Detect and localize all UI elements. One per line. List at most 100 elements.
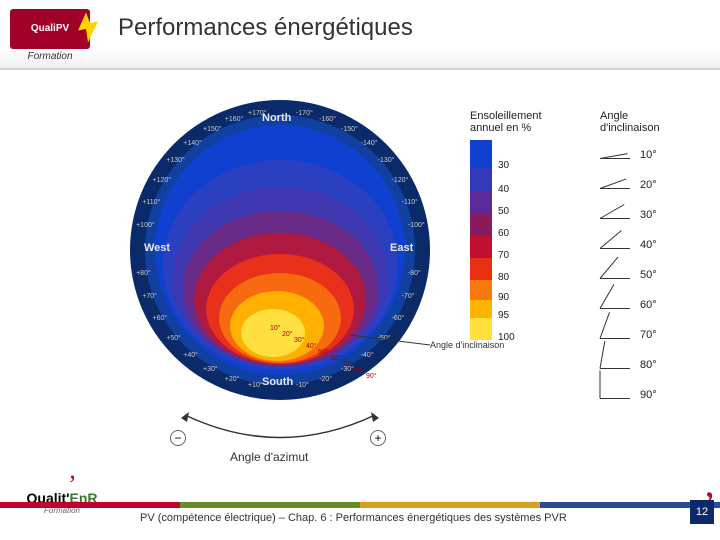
cardinal-east: East (390, 242, 413, 254)
angle-icon (600, 295, 634, 315)
azimuth-tick: +10° (248, 382, 263, 389)
colorbar-label: 100 (498, 332, 515, 343)
angle-row: 40° (600, 230, 700, 260)
colorbar-label: 60 (498, 228, 509, 239)
azimuth-tick: +120° (152, 177, 171, 184)
legend-col1-title: Ensoleillement annuel en % (470, 110, 560, 134)
footer-bar-segment (360, 502, 540, 508)
footer: ’ Qualit'EnR Formation PV (compétence él… (0, 490, 720, 540)
angle-icon (600, 175, 634, 195)
angle-row: 80° (600, 350, 700, 380)
azimuth-minus-icon: − (170, 430, 186, 446)
colorbar-label: 90 (498, 292, 509, 303)
azimuth-tick: -80° (408, 270, 421, 277)
colorbar-label: 95 (498, 310, 509, 321)
angle-icon (600, 205, 634, 225)
angle-label: 40° (640, 239, 657, 251)
azimuth-tick: -70° (402, 293, 415, 300)
azimuth-tick: -140° (361, 140, 378, 147)
angle-icon (600, 145, 634, 165)
azimuth-tick: -170° (296, 110, 313, 117)
angle-label: 10° (640, 149, 657, 161)
azimuth-tick: +40° (183, 352, 198, 359)
azimuth-tick: +70° (142, 293, 157, 300)
footer-bar-segment (0, 502, 180, 508)
legend-col-irradiance: Ensoleillement annuel en % 3040506070809… (470, 110, 560, 340)
colorbar-label: 50 (498, 206, 509, 217)
angle-row: 10° (600, 140, 700, 170)
azimuth-tick: +80° (136, 270, 151, 277)
zone-8 (241, 309, 305, 357)
footer-color-bar (0, 502, 720, 508)
colorbar-segment (470, 300, 492, 318)
cardinal-south: South (262, 376, 293, 388)
angle-icon (600, 355, 634, 375)
colorbar-label: 30 (498, 160, 509, 171)
azimuth-tick: +140° (183, 140, 202, 147)
colorbar-segment (470, 214, 492, 236)
colorbar-label: 80 (498, 272, 509, 283)
azimuth-plus-icon: + (370, 430, 386, 446)
page-title: Performances énergétiques (100, 0, 413, 42)
header: QualiPV Formation Performances énergétiq… (0, 0, 720, 70)
colorbar-segment (470, 192, 492, 214)
azimuth-tick: +100° (136, 222, 155, 229)
azimuth-tick: +50° (166, 335, 181, 342)
azimuth-tick: +110° (142, 199, 160, 206)
azimuth-tick: -130° (378, 157, 395, 164)
legend-col-angle: Angle d'inclinaison 10° 20° 30° 40° 50° 60° 70… (600, 110, 700, 410)
colorbar: 3040506070809095100 (470, 140, 492, 340)
footer-bar-segment (180, 502, 360, 508)
angle-icon (600, 235, 634, 255)
azimuth-tick: +130° (166, 157, 185, 164)
inclination-ring-label: 70° (342, 361, 353, 368)
angle-label: 60° (640, 299, 657, 311)
angle-row: 50° (600, 260, 700, 290)
inclination-ring-label: 50° (318, 349, 329, 356)
inclination-pointer (350, 320, 440, 350)
colorbar-label: 40 (498, 184, 509, 195)
angle-label: 70° (640, 329, 657, 341)
inclination-label: Angle d'inclinaison (430, 340, 550, 350)
footer-apostrophe-icon: ’ (68, 480, 77, 490)
inclination-ring-label: 80° (354, 367, 365, 374)
azimuth-tick: +20° (225, 376, 240, 383)
cardinal-west: West (144, 242, 170, 254)
logo-badge: QualiPV (10, 9, 90, 49)
inclination-ring-label: 40° (306, 343, 317, 350)
angle-row: 70° (600, 320, 700, 350)
inclination-ring-label: 30° (294, 337, 305, 344)
azimuth-tick: -10° (296, 382, 309, 389)
angle-row: 30° (600, 200, 700, 230)
inclination-ring-label: 60° (330, 355, 341, 362)
angle-label: 30° (640, 209, 657, 221)
colorbar-segment (470, 168, 492, 192)
azimuth-tick: -100° (408, 222, 425, 229)
azimuth-tick: -120° (392, 177, 409, 184)
inclination-ring-label: 90° (366, 373, 377, 380)
azimuth-arc-icon (175, 410, 385, 450)
main: North South West East +170°+160°+150°+14… (0, 70, 720, 490)
angle-label: 50° (640, 269, 657, 281)
angle-label: 20° (640, 179, 657, 191)
azimuth-tick: -20° (319, 376, 332, 383)
angle-row: 20° (600, 170, 700, 200)
colorbar-segment (470, 258, 492, 280)
azimuth-tick: -110° (402, 199, 418, 206)
colorbar-segment (470, 236, 492, 258)
footer-caption: PV (compétence électrique) – Chap. 6 : P… (140, 512, 567, 524)
azimuth-tick: +60° (152, 315, 167, 322)
colorbar-segment (470, 140, 492, 168)
polar-chart: North South West East +170°+160°+150°+14… (130, 100, 430, 400)
angle-label: 80° (640, 359, 657, 371)
azimuth-tick: +170° (248, 110, 267, 117)
angle-label: 90° (640, 389, 657, 401)
azimuth-tick: -150° (341, 126, 358, 133)
colorbar-segment (470, 280, 492, 300)
page-number: 12 (690, 500, 714, 524)
azimuth-tick: -160° (319, 116, 336, 123)
legend-col2-title: Angle d'inclinaison (600, 110, 700, 134)
logo-sub: Formation (27, 51, 72, 62)
colorbar-label: 70 (498, 250, 509, 261)
solar-diagram: North South West East +170°+160°+150°+14… (110, 90, 450, 470)
